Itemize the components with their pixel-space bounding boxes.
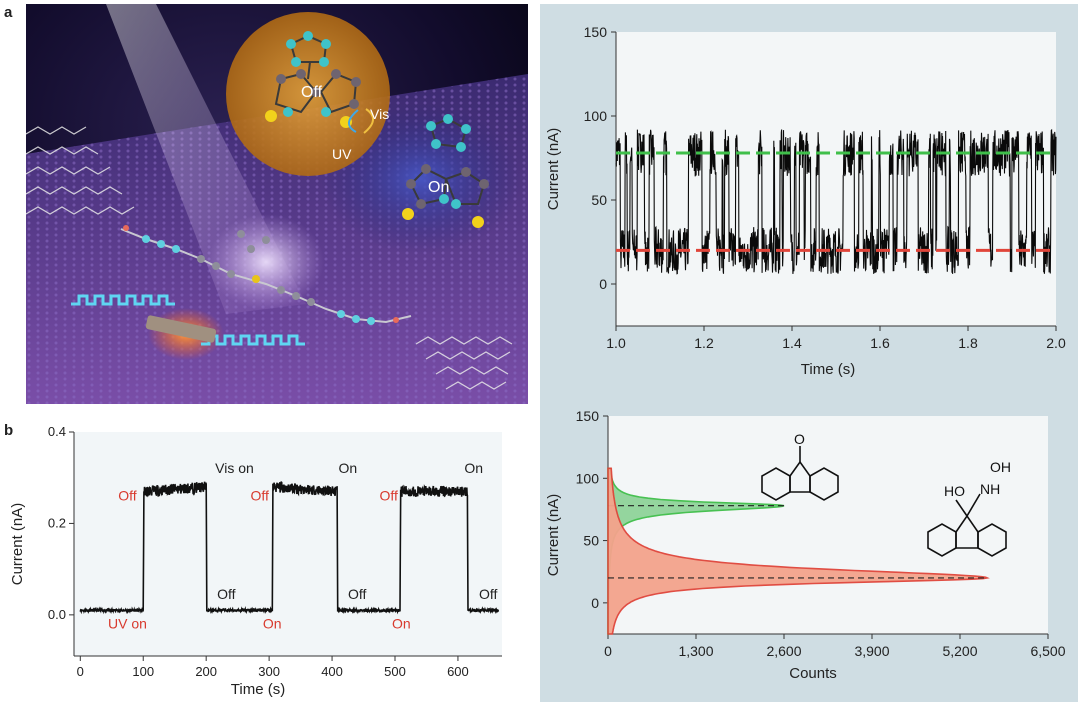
illumination-hotspot <box>208 214 324 310</box>
nanogap <box>145 315 217 343</box>
annotation-label: On <box>392 616 411 632</box>
bottom-y-tick-label: 150 <box>576 408 600 424</box>
illustration-svg: Off Vis UV On <box>26 4 528 404</box>
current-trace <box>79 480 500 615</box>
bond <box>955 499 968 517</box>
vis-label: Vis <box>370 106 389 122</box>
fluorenone-structure <box>761 446 839 501</box>
annotation-label: On <box>338 460 357 476</box>
annotation-label: On <box>464 460 483 476</box>
uv-arrow <box>348 109 359 133</box>
annotation-label: Vis on <box>215 460 254 476</box>
molecular-junction-illustration: Off Vis UV On <box>26 4 528 404</box>
annotation-label: Off <box>479 586 498 602</box>
ring <box>955 514 979 549</box>
bottom-x-tick-label: 3,900 <box>854 643 889 659</box>
panel-d: 0 50 100 150 1.0 1.2 1.4 1.6 1.8 2.0 Current (nA) T… <box>540 4 1078 702</box>
histogram-distribution <box>607 467 990 635</box>
left-electrode <box>26 126 135 215</box>
top-x-tick-label: 2.0 <box>1046 335 1066 351</box>
bottom-x-tick-label: 2,600 <box>766 643 801 659</box>
x-tick-label: 300 <box>258 664 280 679</box>
x-tick-label: 400 <box>321 664 343 679</box>
bottom-y-tick-label: 100 <box>576 470 600 486</box>
top-plot-area <box>616 32 1056 326</box>
panel-b-svg: 0.0 0.2 0.4 0 100 200 300 400 500 600 Current (nA)… <box>9 424 502 698</box>
top-y-axis-label: Current (nA) <box>545 128 562 211</box>
plot-area <box>74 432 502 656</box>
x-tick-label: 100 <box>132 664 154 679</box>
annotation-label: Off <box>118 488 137 504</box>
x-tick-label: 200 <box>195 664 217 679</box>
panel-a-letter: a <box>4 4 13 21</box>
molecular-chain <box>120 225 412 325</box>
top-x-tick-label: 1.2 <box>694 335 714 351</box>
bottom-y-axis-label: Current (nA) <box>545 494 562 577</box>
panel-b-chart: 0.0 0.2 0.4 0 100 200 300 400 500 600 Current (nA)… <box>0 418 530 705</box>
bottom-y-tick-label: 0 <box>591 595 599 611</box>
annotation-label: Off <box>379 488 398 504</box>
top-y-tick-label: 0 <box>599 276 607 292</box>
fluorenone-oxygen: O <box>794 431 805 447</box>
bottom-x-tick-label: 0 <box>604 643 612 659</box>
on-molecule: On <box>402 114 489 228</box>
top-x-tick-label: 1.0 <box>606 335 626 351</box>
current-time-trace <box>615 128 1057 275</box>
off-molecule: Off <box>265 31 361 128</box>
top-x-tick-label: 1.8 <box>958 335 978 351</box>
x-tick-label: 600 <box>447 664 469 679</box>
top-x-tick-label: 1.4 <box>782 335 802 351</box>
annotation-label: Off <box>348 586 367 602</box>
ring <box>789 460 811 493</box>
top-y-tick-label: 100 <box>584 108 608 124</box>
right-electrode <box>415 336 513 390</box>
annotation-label: UV on <box>108 616 147 632</box>
bond <box>966 493 981 517</box>
uv-label: UV <box>332 146 352 162</box>
on-label: On <box>428 179 449 196</box>
bottom-x-tick-label: 6,500 <box>1030 643 1065 659</box>
molecule-label-nh: NH <box>980 481 1000 497</box>
y-axis-label: Current (nA) <box>9 503 26 586</box>
panel-d-svg: 0 50 100 150 1.0 1.2 1.4 1.6 1.8 2.0 Current (nA) T… <box>545 24 1066 682</box>
x-tick-label: 500 <box>384 664 406 679</box>
annotation-label: On <box>263 616 282 632</box>
panel-b-letter: b <box>4 422 14 439</box>
annotation-label: Off <box>250 488 269 504</box>
off-label: Off <box>301 84 323 101</box>
bottom-plot-area <box>608 416 1048 634</box>
bottom-x-tick-label: 5,200 <box>942 643 977 659</box>
wave-signal <box>71 294 305 346</box>
y-tick-label: 0.0 <box>48 607 66 622</box>
vis-arrow <box>363 108 374 134</box>
bottom-x-axis-label: Counts <box>789 665 837 682</box>
molecule-label-ho: HO <box>944 483 965 499</box>
x-tick-label: 0 <box>77 664 84 679</box>
off-state-glow <box>226 12 390 176</box>
top-x-axis-label: Time (s) <box>801 361 855 378</box>
y-tick-label: 0.4 <box>48 424 66 439</box>
annotation-label: Off <box>217 586 236 602</box>
top-x-tick-label: 1.6 <box>870 335 890 351</box>
top-y-tick-label: 150 <box>584 24 608 40</box>
top-y-tick-label: 50 <box>591 192 607 208</box>
x-axis-label: Time (s) <box>231 681 285 698</box>
bottom-y-tick-label: 50 <box>583 533 599 549</box>
hydroxylamine-structure <box>927 493 1007 557</box>
y-tick-label: 0.2 <box>48 515 66 530</box>
bottom-x-tick-label: 1,300 <box>678 643 713 659</box>
molecule-label-oh: OH <box>990 459 1011 475</box>
